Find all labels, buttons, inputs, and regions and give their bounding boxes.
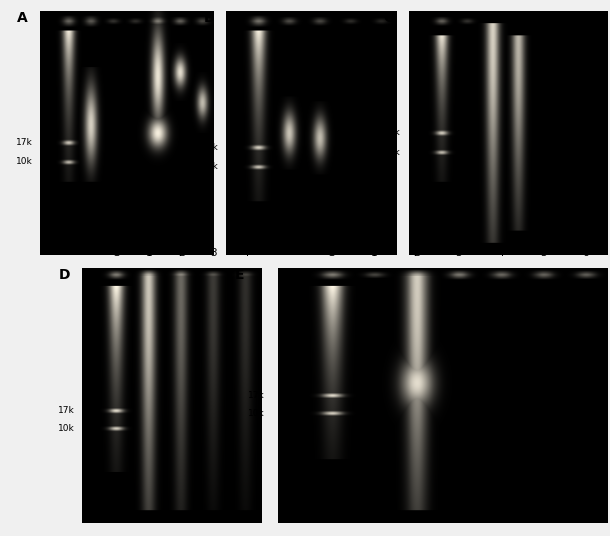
- Text: 1: 1: [285, 0, 292, 1]
- Text: 5: 5: [177, 0, 183, 1]
- Text: 10k: 10k: [384, 148, 401, 157]
- Text: 10k: 10k: [202, 162, 219, 172]
- Text: S: S: [328, 248, 335, 258]
- Text: 3: 3: [132, 0, 138, 1]
- Text: B: B: [204, 11, 214, 25]
- Text: 17k: 17k: [384, 128, 401, 137]
- Text: 1: 1: [371, 248, 378, 258]
- Text: A: A: [17, 11, 28, 25]
- Text: 6: 6: [591, 0, 598, 1]
- Text: 5: 5: [565, 0, 572, 1]
- Text: S: S: [113, 248, 120, 258]
- Text: 4: 4: [154, 0, 161, 1]
- Text: S: S: [65, 0, 71, 1]
- Text: 2: 2: [178, 248, 185, 258]
- Text: 3: 3: [456, 248, 462, 258]
- Text: 3: 3: [347, 0, 354, 1]
- Text: 4: 4: [498, 248, 504, 258]
- Text: 1: 1: [87, 0, 94, 1]
- Text: E: E: [235, 268, 244, 282]
- Text: 6: 6: [583, 248, 589, 258]
- Text: 17k: 17k: [202, 143, 219, 152]
- Text: 17k: 17k: [16, 138, 33, 147]
- Text: 2: 2: [413, 248, 420, 258]
- Text: 5: 5: [540, 248, 547, 258]
- Text: S: S: [438, 0, 445, 1]
- Text: 3: 3: [210, 248, 217, 258]
- Text: C: C: [383, 11, 393, 25]
- Text: 2: 2: [489, 0, 495, 1]
- Text: 4: 4: [243, 248, 249, 258]
- Text: 2: 2: [110, 0, 117, 1]
- Text: 6: 6: [199, 0, 206, 1]
- Text: 3: 3: [514, 0, 521, 1]
- Text: 1: 1: [464, 0, 470, 1]
- Text: 4: 4: [540, 0, 547, 1]
- Text: D: D: [59, 268, 71, 282]
- Text: 2: 2: [317, 0, 323, 1]
- Text: 17k: 17k: [248, 391, 264, 400]
- Text: 4: 4: [378, 0, 384, 1]
- Text: 10k: 10k: [59, 424, 75, 433]
- Text: 17k: 17k: [59, 406, 75, 415]
- Text: 1: 1: [146, 248, 152, 258]
- Text: 10k: 10k: [248, 408, 264, 418]
- Text: S: S: [255, 0, 262, 1]
- Text: 10k: 10k: [16, 158, 33, 166]
